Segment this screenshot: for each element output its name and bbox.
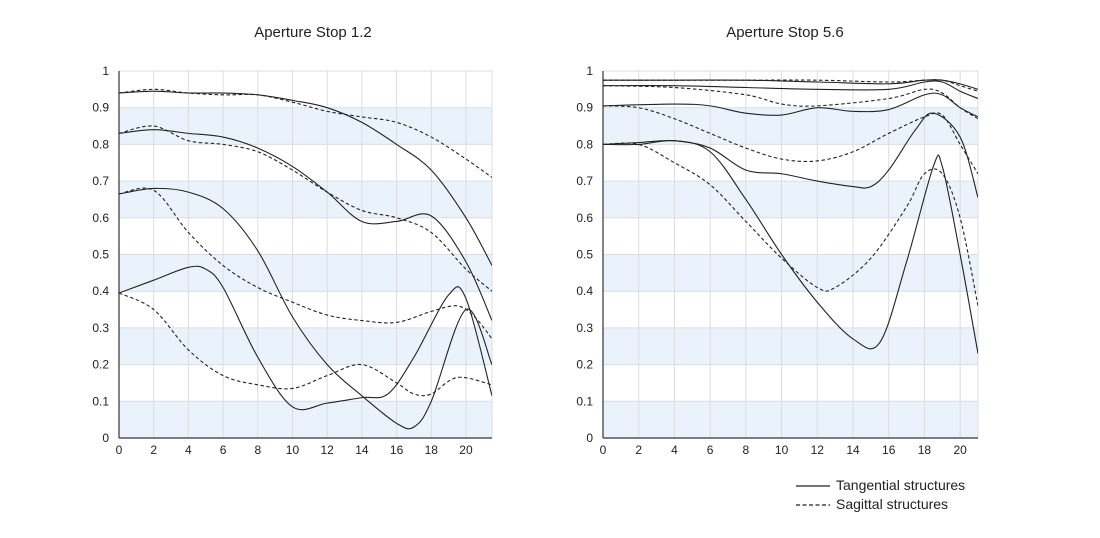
y-tick-label: 0.6 xyxy=(92,211,109,225)
series-line-tangential xyxy=(603,139,978,354)
y-tick-label: 0.9 xyxy=(576,101,593,115)
legend-label: Tangential structures xyxy=(836,477,965,493)
x-tick-label: 0 xyxy=(600,443,607,457)
series-line-tangential xyxy=(603,80,978,100)
y-tick-label: 0.7 xyxy=(92,174,109,188)
legend: Tangential structures Sagittal structure… xyxy=(796,477,965,512)
band-row xyxy=(603,401,978,438)
series-line-sagittal xyxy=(119,88,492,178)
legend-label: Sagittal structures xyxy=(836,496,948,512)
x-tick-label: 4 xyxy=(671,443,678,457)
band-row xyxy=(603,181,978,218)
series-line-tangential xyxy=(119,129,492,321)
y-tick-label: 0.1 xyxy=(576,394,593,408)
series-line-sagittal xyxy=(603,105,978,175)
band-row xyxy=(119,401,492,438)
y-tick-label: 0 xyxy=(586,431,593,445)
x-tick-label: 8 xyxy=(743,443,750,457)
band-row xyxy=(119,181,492,218)
band-row xyxy=(603,327,978,365)
y-tick-label: 0.7 xyxy=(576,174,593,188)
y-tick-label: 0.3 xyxy=(92,321,109,335)
series-line-sagittal xyxy=(603,142,978,306)
x-tick-label: 6 xyxy=(707,443,714,457)
x-tick-label: 20 xyxy=(953,443,967,457)
series-line-sagittal xyxy=(119,292,492,397)
x-tick-label: 12 xyxy=(321,443,335,457)
x-tick-label: 20 xyxy=(459,443,473,457)
band-row xyxy=(603,254,978,292)
series-group xyxy=(603,79,978,354)
x-tick-label: 4 xyxy=(185,443,192,457)
y-tick-label: 0.4 xyxy=(576,284,593,298)
series-line-sagittal xyxy=(603,85,978,120)
x-tick-label: 16 xyxy=(390,443,404,457)
band-row xyxy=(119,254,492,292)
x-tick-label: 2 xyxy=(635,443,642,457)
y-tick-label: 0.2 xyxy=(576,358,593,372)
series-line-tangential xyxy=(119,265,492,411)
x-tick-label: 16 xyxy=(882,443,896,457)
series-group xyxy=(119,88,492,430)
chart-aperture-5-6: Aperture Stop 5.6 0 0.1 0.2 0.3 0.4 0.5 0.6 0.7… xyxy=(576,24,979,457)
y-tick-label: 0.8 xyxy=(92,137,109,151)
chart-title: Aperture Stop 1.2 xyxy=(254,24,372,41)
series-line-tangential xyxy=(119,187,492,430)
y-tick-label: 1 xyxy=(102,64,109,78)
x-tick-label: 2 xyxy=(150,443,157,457)
x-tick-label: 10 xyxy=(775,443,789,457)
x-tick-label: 12 xyxy=(811,443,825,457)
x-tick-label: 10 xyxy=(286,443,300,457)
x-tick-label: 18 xyxy=(918,443,932,457)
y-tick-label: 0.5 xyxy=(92,248,109,262)
x-tick-label: 14 xyxy=(846,443,860,457)
y-tick-label: 0.4 xyxy=(92,284,109,298)
y-tick-label: 0.1 xyxy=(92,394,109,408)
y-tick-label: 0.9 xyxy=(92,101,109,115)
band-row xyxy=(119,327,492,365)
series-line-sagittal xyxy=(119,187,492,340)
band-row xyxy=(119,107,492,145)
x-tick-label: 8 xyxy=(254,443,261,457)
chart-aperture-1-2: Aperture Stop 1.2 0 0.1 0.2 0.3 0.4 0.5 0.6 0.7… xyxy=(92,24,493,457)
y-tick-label: 0.6 xyxy=(576,211,593,225)
x-tick-label: 14 xyxy=(355,443,369,457)
series-line-tangential xyxy=(603,92,978,118)
x-tick-label: 0 xyxy=(116,443,123,457)
y-tick-label: 0 xyxy=(102,431,109,445)
plot-background xyxy=(602,70,979,439)
y-tick-label: 0.5 xyxy=(576,248,593,262)
x-tick-label: 6 xyxy=(220,443,227,457)
chart-title: Aperture Stop 5.6 xyxy=(726,24,844,41)
x-tick-label: 18 xyxy=(425,443,439,457)
series-line-tangential xyxy=(603,79,978,90)
series-line-sagittal xyxy=(603,79,978,92)
y-tick-label: 0.3 xyxy=(576,321,593,335)
y-tick-label: 1 xyxy=(586,64,593,78)
plot-background xyxy=(118,70,493,439)
y-tick-label: 0.2 xyxy=(92,358,109,372)
y-tick-label: 0.8 xyxy=(576,137,593,151)
